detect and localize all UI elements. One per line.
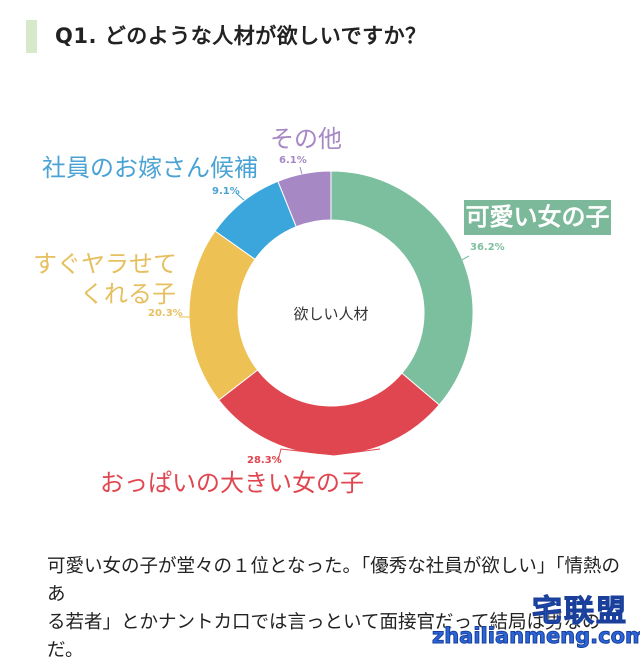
leader-line-oppai [277,448,381,462]
label-kawaii: 可愛い女の子 [464,200,611,235]
pct-sonota: 6.1% [279,155,307,166]
watermark-url: zhailianmeng.com [432,624,640,649]
label-shain: 社員のお嫁さん候補 [42,154,258,182]
pct-oppai: 28.3% [247,455,282,466]
pct-sugu: 20.3% [148,308,183,319]
label-sonota: その他 [270,125,342,153]
donut-segment-sonota [277,170,332,228]
leader-line-shain [235,192,245,201]
donut-segment-oppai [218,369,440,456]
leader-line-kawaii [457,255,470,263]
donut-segment-sugu [188,230,259,401]
donut-segment-kawaii [330,170,474,406]
pct-shain: 9.1% [212,186,240,197]
donut-segments [188,170,474,456]
title-accent-bar [26,20,37,53]
label-sugu-line2: くれる子 [80,280,176,308]
page-title: Q1. どのような人材が欲しいですか？ [55,24,427,48]
pct-kawaii: 36.2% [470,242,505,253]
watermark-logo: 宅联盟 [532,594,628,630]
leader-line-sonota [299,166,303,175]
donut-center-label: 欲しい人材 [293,305,369,323]
body-paragraph: 可愛い女の子が堂々の１位となった。「優秀な社員が欲しい」「情熱のあ る若者」とか… [47,553,627,665]
body-line-1: 可愛い女の子が堂々の１位となった。「優秀な社員が欲しい」「情熱のあ [47,556,620,605]
label-oppai: おっぱいの大きい女の子 [100,469,364,497]
label-sugu-line1: すぐヤラせて [33,250,177,278]
